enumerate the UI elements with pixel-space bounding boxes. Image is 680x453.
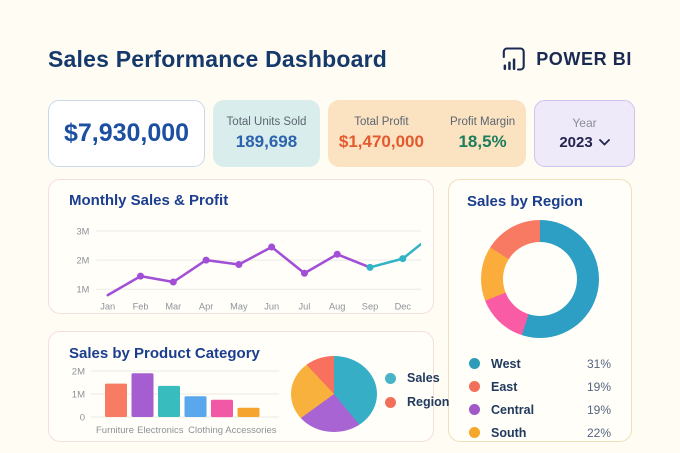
total-profit-value: $1,470,000 [338, 131, 424, 151]
legend-label: West [491, 356, 521, 371]
year-label: Year [572, 116, 597, 130]
category-legend-item-region: Region [385, 390, 449, 414]
bar-chart: 0 1M 2M Furniture Electronics Clothing Accesso… [72, 367, 279, 436]
profit-margin-value: 18,5% [458, 131, 507, 151]
legend-label: Region [407, 395, 450, 409]
svg-text:Dec: Dec [395, 302, 412, 312]
legend-label: South [491, 425, 527, 440]
svg-text:Jul: Jul [299, 302, 311, 312]
monthly-sales-profit-card: Monthly Sales & Profit 1M 2M 3M Jan Feb Mar Ap… [48, 179, 434, 314]
svg-text:May: May [230, 302, 248, 312]
donut-chart-title: Sales by Region [467, 193, 583, 210]
line-chart-title: Monthly Sales & Profit [69, 192, 229, 209]
svg-text:Clothing: Clothing [188, 425, 223, 436]
legend-value: 22% [586, 425, 611, 440]
powerbi-wordmark: POWER BI [536, 48, 632, 69]
svg-text:2M: 2M [76, 256, 89, 266]
legend-value: 31% [586, 356, 611, 371]
kpi-total-revenue: $7,930,000 [48, 100, 205, 167]
svg-text:Electronics: Electronics [137, 425, 184, 436]
header: Sales Performance Dashboard POWER BI [48, 42, 632, 76]
donut-hole [503, 242, 577, 316]
legend-swatch [469, 427, 480, 438]
donut-chart [481, 220, 599, 338]
chevron-down-icon [598, 139, 610, 146]
svg-text:1M: 1M [72, 390, 85, 401]
svg-text:Mar: Mar [165, 302, 181, 312]
sales-by-region-card: Sales by Region West 31% East 19% Central 19%… [448, 179, 632, 442]
region-legend-item-south: South 22% [467, 421, 613, 444]
svg-text:2M: 2M [72, 367, 85, 378]
region-legend: West 31% East 19% Central 19% South 22% [467, 352, 613, 444]
svg-text:Sep: Sep [362, 302, 378, 312]
legend-swatch [469, 404, 480, 415]
year-value: 2023 [559, 134, 593, 151]
legend-value: 19% [586, 379, 611, 394]
svg-text:Jan: Jan [100, 302, 115, 312]
total-units-label: Total Units Sold [226, 115, 307, 128]
year-selector[interactable]: Year 2023 [534, 100, 635, 167]
svg-text:Accessories: Accessories [225, 425, 276, 436]
svg-text:3M: 3M [76, 226, 89, 236]
legend-swatch [469, 381, 480, 392]
pie-chart [291, 356, 377, 432]
svg-text:0: 0 [80, 413, 85, 424]
svg-text:Feb: Feb [133, 302, 149, 312]
region-legend-item-central: Central 19% [467, 398, 613, 421]
kpi-profit: Total Profit $1,470,000 Profit Margin 18… [328, 100, 526, 167]
total-revenue-value: $7,930,000 [63, 119, 190, 147]
category-legend: Sales Region [385, 366, 449, 414]
region-legend-item-west: West 31% [467, 352, 613, 375]
legend-label: East [491, 379, 518, 394]
svg-text:Apr: Apr [199, 302, 213, 312]
legend-swatch [385, 396, 396, 408]
page-title: Sales Performance Dashboard [48, 45, 388, 72]
svg-text:1M: 1M [76, 285, 89, 295]
total-units-value: 189,698 [235, 131, 298, 151]
kpi-row: $7,930,000 Total Units Sold 189,698 Tota… [48, 100, 635, 167]
legend-swatch [385, 372, 396, 384]
legend-swatch [469, 358, 480, 369]
svg-text:Furniture: Furniture [96, 425, 134, 436]
legend-label: Central [491, 402, 535, 417]
powerbi-logo: POWER BI [498, 44, 632, 74]
line-chart: 1M 2M 3M Jan Feb Mar Apr May Jun Jul Aug Sep Dec [76, 226, 423, 312]
powerbi-icon [502, 47, 525, 71]
kpi-total-units-sold: Total Units Sold 189,698 [213, 100, 320, 167]
region-legend-item-east: East 19% [467, 375, 613, 398]
total-profit-label: Total Profit [354, 115, 409, 128]
charts-grid: Monthly Sales & Profit 1M 2M 3M Jan Feb Mar Ap… [48, 179, 632, 442]
category-chart-body: 0 1M 2M Furniture Electronics Clothing Accesso… [61, 342, 449, 436]
bar-chart-title: Sales by Product Category [69, 345, 260, 362]
svg-text:Jun: Jun [264, 302, 279, 312]
category-legend-item-sales: Sales [385, 366, 449, 390]
profit-margin-label: Profit Margin [449, 115, 516, 128]
legend-label: Sales [407, 371, 440, 385]
sales-by-category-card: Sales by Product Category 0 1M 2M Furniture… [48, 331, 449, 442]
svg-text:Aug: Aug [329, 302, 345, 312]
legend-value: 19% [586, 402, 611, 417]
